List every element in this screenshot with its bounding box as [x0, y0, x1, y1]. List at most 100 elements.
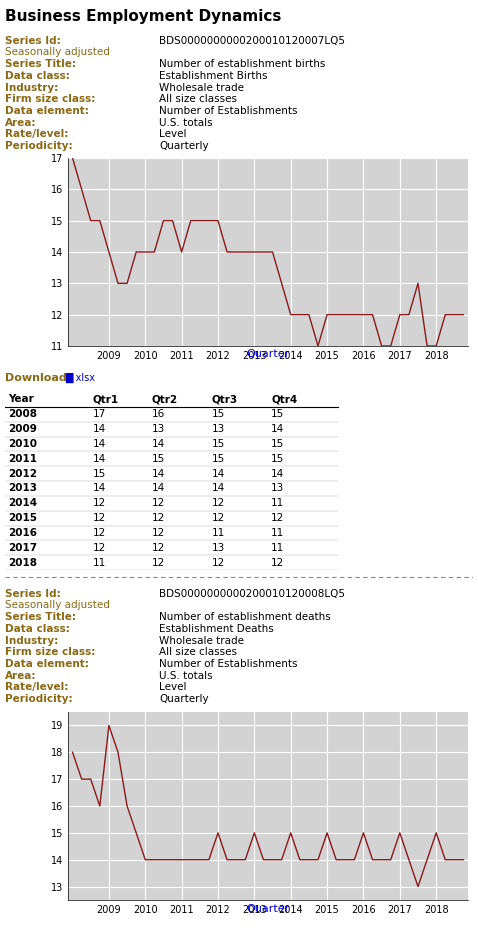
Text: 12: 12	[211, 558, 225, 568]
Text: 13: 13	[211, 425, 225, 434]
Text: 11: 11	[271, 543, 284, 553]
Text: 2017: 2017	[9, 543, 38, 553]
Text: Data element:: Data element:	[5, 659, 89, 669]
Text: 12: 12	[152, 558, 165, 568]
Text: All size classes: All size classes	[160, 647, 238, 657]
Text: Industry:: Industry:	[5, 636, 58, 645]
Text: 12: 12	[93, 528, 106, 538]
Text: 12: 12	[93, 543, 106, 553]
Text: 2011: 2011	[9, 453, 37, 464]
Text: 14: 14	[93, 453, 106, 464]
Text: Data class:: Data class:	[5, 624, 70, 634]
Text: Qtr1: Qtr1	[93, 395, 119, 404]
Text: 11: 11	[271, 528, 284, 538]
Text: Wholesale trade: Wholesale trade	[160, 636, 244, 645]
Text: Seasonally adjusted: Seasonally adjusted	[5, 600, 110, 611]
Text: Series Id:: Series Id:	[5, 35, 61, 46]
Text: 15: 15	[271, 439, 284, 449]
Text: Level: Level	[160, 129, 187, 140]
Text: Data class:: Data class:	[5, 71, 70, 81]
Text: 2018: 2018	[9, 558, 37, 568]
Text: Seasonally adjusted: Seasonally adjusted	[5, 47, 110, 58]
Text: Year: Year	[9, 395, 34, 404]
Text: Periodicity:: Periodicity:	[5, 695, 73, 704]
Text: 12: 12	[271, 513, 284, 523]
Text: 15: 15	[211, 453, 225, 464]
Text: 2016: 2016	[9, 528, 37, 538]
Text: Area:: Area:	[5, 670, 36, 681]
Text: 15: 15	[93, 468, 106, 479]
Text: 2008: 2008	[9, 410, 37, 419]
Text: 13: 13	[211, 543, 225, 553]
Text: 17: 17	[93, 410, 106, 419]
Text: Qtr3: Qtr3	[211, 395, 238, 404]
Text: 12: 12	[211, 513, 225, 523]
Text: Quarterly: Quarterly	[160, 142, 209, 151]
Text: 12: 12	[152, 513, 165, 523]
Text: 2013: 2013	[9, 483, 37, 493]
Text: 12: 12	[93, 513, 106, 523]
Text: 14: 14	[93, 425, 106, 434]
Text: 15: 15	[271, 453, 284, 464]
Text: 14: 14	[152, 468, 165, 479]
Text: Rate/level:: Rate/level:	[5, 682, 68, 693]
Text: Number of establishment deaths: Number of establishment deaths	[160, 612, 331, 622]
Text: U.S. totals: U.S. totals	[160, 117, 213, 128]
Text: 13: 13	[152, 425, 165, 434]
Text: Number of Establishments: Number of Establishments	[160, 659, 298, 669]
Text: BDS0000000000200010120008LQ5: BDS0000000000200010120008LQ5	[160, 588, 346, 599]
Text: 14: 14	[271, 425, 284, 434]
Text: Periodicity:: Periodicity:	[5, 142, 73, 151]
Text: Series Title:: Series Title:	[5, 612, 76, 622]
Text: 14: 14	[152, 483, 165, 493]
Text: Wholesale trade: Wholesale trade	[160, 83, 244, 92]
Text: 15: 15	[211, 410, 225, 419]
Text: Quarter: Quarter	[246, 904, 290, 914]
Text: U.S. totals: U.S. totals	[160, 670, 213, 681]
Text: 12: 12	[152, 528, 165, 538]
Text: 2015: 2015	[9, 513, 37, 523]
Text: Industry:: Industry:	[5, 83, 58, 92]
Text: 14: 14	[93, 483, 106, 493]
Text: 14: 14	[152, 439, 165, 449]
Text: 2009: 2009	[9, 425, 37, 434]
Text: 12: 12	[152, 543, 165, 553]
Text: Qtr4: Qtr4	[271, 395, 297, 404]
Text: Establishment Deaths: Establishment Deaths	[160, 624, 274, 634]
Text: All size classes: All size classes	[160, 94, 238, 104]
Text: Number of Establishments: Number of Establishments	[160, 106, 298, 116]
Text: 15: 15	[152, 453, 165, 464]
Text: 14: 14	[93, 439, 106, 449]
Text: 11: 11	[93, 558, 106, 568]
Text: 14: 14	[271, 468, 284, 479]
Text: Quarter: Quarter	[246, 349, 290, 359]
Text: 2014: 2014	[9, 498, 38, 508]
Text: Number of establishment births: Number of establishment births	[160, 59, 326, 69]
Text: 12: 12	[93, 498, 106, 508]
Text: 12: 12	[271, 558, 284, 568]
Text: Series Title:: Series Title:	[5, 59, 76, 69]
Text: █ xlsx: █ xlsx	[65, 373, 95, 383]
Text: 15: 15	[271, 410, 284, 419]
Text: Download:: Download:	[5, 373, 71, 383]
Text: Level: Level	[160, 682, 187, 693]
Text: Data element:: Data element:	[5, 106, 89, 116]
Text: 2012: 2012	[9, 468, 37, 479]
Text: 12: 12	[152, 498, 165, 508]
Text: Qtr2: Qtr2	[152, 395, 178, 404]
Text: 12: 12	[211, 498, 225, 508]
Text: BDS0000000000200010120007LQ5: BDS0000000000200010120007LQ5	[160, 35, 346, 46]
Text: Establishment Births: Establishment Births	[160, 71, 268, 81]
Text: Firm size class:: Firm size class:	[5, 647, 96, 657]
Text: Rate/level:: Rate/level:	[5, 129, 68, 140]
Text: 11: 11	[271, 498, 284, 508]
Text: 14: 14	[211, 468, 225, 479]
Text: Series Id:: Series Id:	[5, 588, 61, 599]
Text: 14: 14	[211, 483, 225, 493]
Text: Firm size class:: Firm size class:	[5, 94, 96, 104]
Text: 13: 13	[271, 483, 284, 493]
Text: 16: 16	[152, 410, 165, 419]
Text: Quarterly: Quarterly	[160, 695, 209, 704]
Text: Business Employment Dynamics: Business Employment Dynamics	[5, 8, 282, 23]
Text: 15: 15	[211, 439, 225, 449]
